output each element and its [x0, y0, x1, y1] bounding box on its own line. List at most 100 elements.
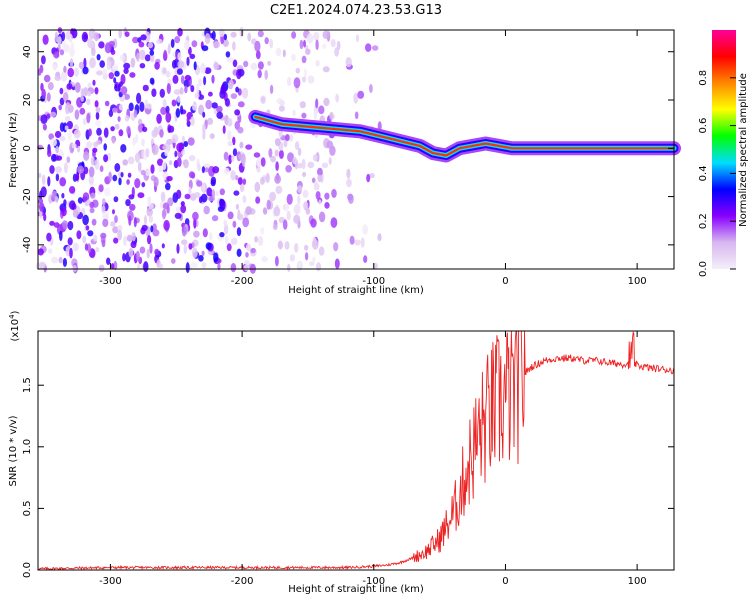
- spectrogram-cell: [84, 243, 89, 251]
- spectrogram-cell: [289, 254, 295, 262]
- spectrogram-cell: [322, 43, 327, 50]
- spectrogram-cell: [188, 243, 193, 250]
- spectrogram-cell: [198, 196, 203, 204]
- spectrogram-cell: [181, 135, 185, 143]
- spectrogram-cell: [154, 61, 160, 70]
- spectrogram-cell: [91, 47, 96, 56]
- spectrogram-cell: [119, 81, 123, 87]
- spectrogram-cell: [54, 75, 61, 81]
- spectrogram-cell: [82, 214, 89, 226]
- spectrogram-cell: [150, 164, 155, 174]
- spectrogram-cell: [226, 243, 232, 252]
- spectrogram-cell: [82, 192, 90, 202]
- spectrogram-cell: [254, 236, 258, 243]
- spectrogram-cell: [173, 89, 181, 95]
- spectrogram-cell: [89, 57, 96, 69]
- spectrogram-cell: [232, 220, 237, 228]
- spectrogram-cell: [165, 105, 170, 114]
- spectrogram-cell: [128, 102, 134, 112]
- spectrogram-cell: [137, 37, 142, 43]
- spectrogram-cell: [143, 261, 149, 273]
- spectrogram-cell: [147, 235, 152, 245]
- spectrogram-cell: [216, 111, 223, 119]
- spectrogram-cell: [217, 262, 221, 271]
- spectrogram-cell: [96, 139, 102, 145]
- spectrogram-cell: [227, 211, 234, 220]
- spectrogram-cell: [287, 263, 291, 272]
- spectral-ridge: [248, 109, 681, 163]
- spectrogram-cell: [171, 59, 177, 69]
- spectrogram-cell: [204, 67, 212, 74]
- spectrogram-cell: [165, 182, 171, 191]
- spectrogram-cell: [50, 138, 57, 147]
- spectrogram-cell: [60, 71, 68, 82]
- spectrogram-cell: [128, 247, 134, 258]
- spectrogram-cell: [88, 174, 95, 186]
- spectrogram-cell: [119, 54, 125, 61]
- spectrogram-cell: [284, 241, 290, 250]
- spectrogram-cell: [113, 77, 117, 84]
- spectrogram-cell: [74, 82, 81, 93]
- spectrogram-cell: [104, 187, 111, 197]
- spectrogram-cell: [167, 43, 171, 55]
- spectrogram-cell: [226, 57, 234, 63]
- spectrogram-cell: [114, 70, 120, 77]
- spectrogram-cell: [203, 205, 210, 215]
- spectrogram-cell: [154, 248, 160, 256]
- spectrogram-cell: [168, 160, 173, 166]
- spectrogram-cell: [69, 247, 73, 259]
- spectrogram-cell: [223, 33, 227, 41]
- spectrogram-cell: [231, 155, 235, 162]
- spectrogram-cell: [162, 145, 167, 150]
- spectrogram-cell: [268, 148, 273, 158]
- spectrogram-cell: [83, 34, 88, 40]
- spectrogram-cell: [261, 256, 268, 263]
- spectrogram-cell: [334, 258, 340, 269]
- spectrogram-cell: [102, 218, 109, 228]
- spectrogram-cell: [307, 161, 315, 169]
- spectrogram-cell: [110, 221, 116, 227]
- spectrogram-cell: [188, 154, 196, 162]
- spectrogram-cell: [140, 34, 147, 41]
- spectrogram-cell: [117, 116, 121, 122]
- spectrogram-cell: [333, 242, 339, 252]
- spectrogram-cell: [111, 137, 116, 144]
- spectrogram-cell: [58, 256, 63, 264]
- spectrogram-cell: [176, 142, 184, 152]
- spectrogram-cell: [139, 101, 145, 113]
- spectrogram-cell: [120, 172, 124, 178]
- spectrogram-frame: [37, 29, 675, 270]
- spectrogram-cell: [232, 41, 236, 51]
- spectrogram-cell: [235, 203, 240, 210]
- spectrogram-cell: [250, 62, 258, 71]
- spectrogram-cell: [53, 51, 60, 59]
- spectrogram-cell: [159, 129, 164, 138]
- spectrogram-cell: [192, 211, 199, 221]
- spectrogram-cell: [171, 99, 177, 107]
- spectrogram-cell: [269, 84, 274, 94]
- spectrogram-cell: [61, 31, 66, 42]
- spectrogram-cell: [209, 133, 215, 139]
- spectrogram-cell: [185, 262, 190, 274]
- spectrogram-cell: [74, 109, 80, 120]
- spectrogram-cell: [99, 165, 104, 172]
- colorbar-label: Normalized spectral amplitude: [738, 73, 749, 227]
- spectrogram-cell: [98, 184, 104, 193]
- spectrogram-cell: [190, 85, 195, 93]
- spectrogram-cell: [108, 171, 112, 182]
- spectrogram-cell: [94, 159, 100, 170]
- spectrogram-cell: [166, 138, 174, 145]
- spectrogram-cell: [130, 241, 137, 249]
- spectrogram-cell: [313, 31, 320, 41]
- spectrogram-cell: [120, 144, 127, 153]
- spectrogram-cell: [83, 151, 90, 161]
- colorbar-tick-label: 0.0: [698, 261, 709, 277]
- spectrogram-cell: [215, 190, 219, 196]
- spectrogram-cell: [223, 151, 229, 161]
- colorbar-tick-label: 0.6: [698, 118, 709, 134]
- spectrogram-cell: [302, 189, 309, 198]
- spectrogram-cell: [82, 66, 89, 75]
- spectrogram-cell: [67, 129, 72, 141]
- spectrogram-cell: [39, 261, 46, 269]
- x-tick-label: -100: [362, 276, 385, 287]
